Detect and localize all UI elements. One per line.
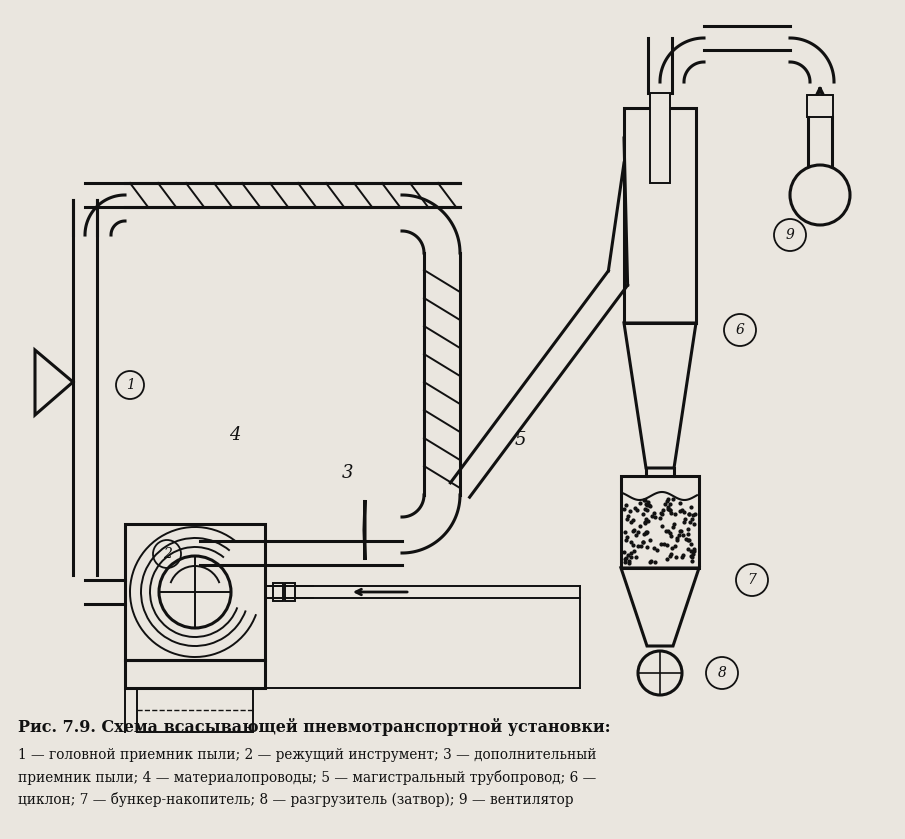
Bar <box>125 660 265 688</box>
Bar <box>650 93 670 183</box>
Text: 2: 2 <box>163 547 171 561</box>
Text: 1: 1 <box>126 378 135 392</box>
Text: 7: 7 <box>748 573 757 587</box>
Text: приемник пыли; 4 — материалопроводы; 5 — магистральный трубопровод; 6 —: приемник пыли; 4 — материалопроводы; 5 —… <box>18 770 596 785</box>
Bar <box>273 583 283 601</box>
Text: 5: 5 <box>514 431 526 449</box>
Bar <box>125 524 265 660</box>
Text: 4: 4 <box>229 426 241 444</box>
Bar <box>621 476 699 568</box>
Bar <box>624 108 696 323</box>
Text: 1 — головной приемник пыли; 2 — режущий инструмент; 3 — дополнительный: 1 — головной приемник пыли; 2 — режущий … <box>18 748 596 762</box>
Text: 3: 3 <box>342 464 354 482</box>
Text: 6: 6 <box>736 323 745 337</box>
Text: циклон; 7 — бункер-накопитель; 8 — разгрузитель (затвор); 9 — вентилятор: циклон; 7 — бункер-накопитель; 8 — разгр… <box>18 792 574 807</box>
Text: 9: 9 <box>786 228 795 242</box>
Text: 8: 8 <box>718 666 727 680</box>
Bar <box>807 95 833 117</box>
Bar <box>137 688 253 732</box>
Text: Рис. 7.9. Схема всасывающей пневмотранспортной установки:: Рис. 7.9. Схема всасывающей пневмотрансп… <box>18 718 611 736</box>
Bar <box>285 583 295 601</box>
